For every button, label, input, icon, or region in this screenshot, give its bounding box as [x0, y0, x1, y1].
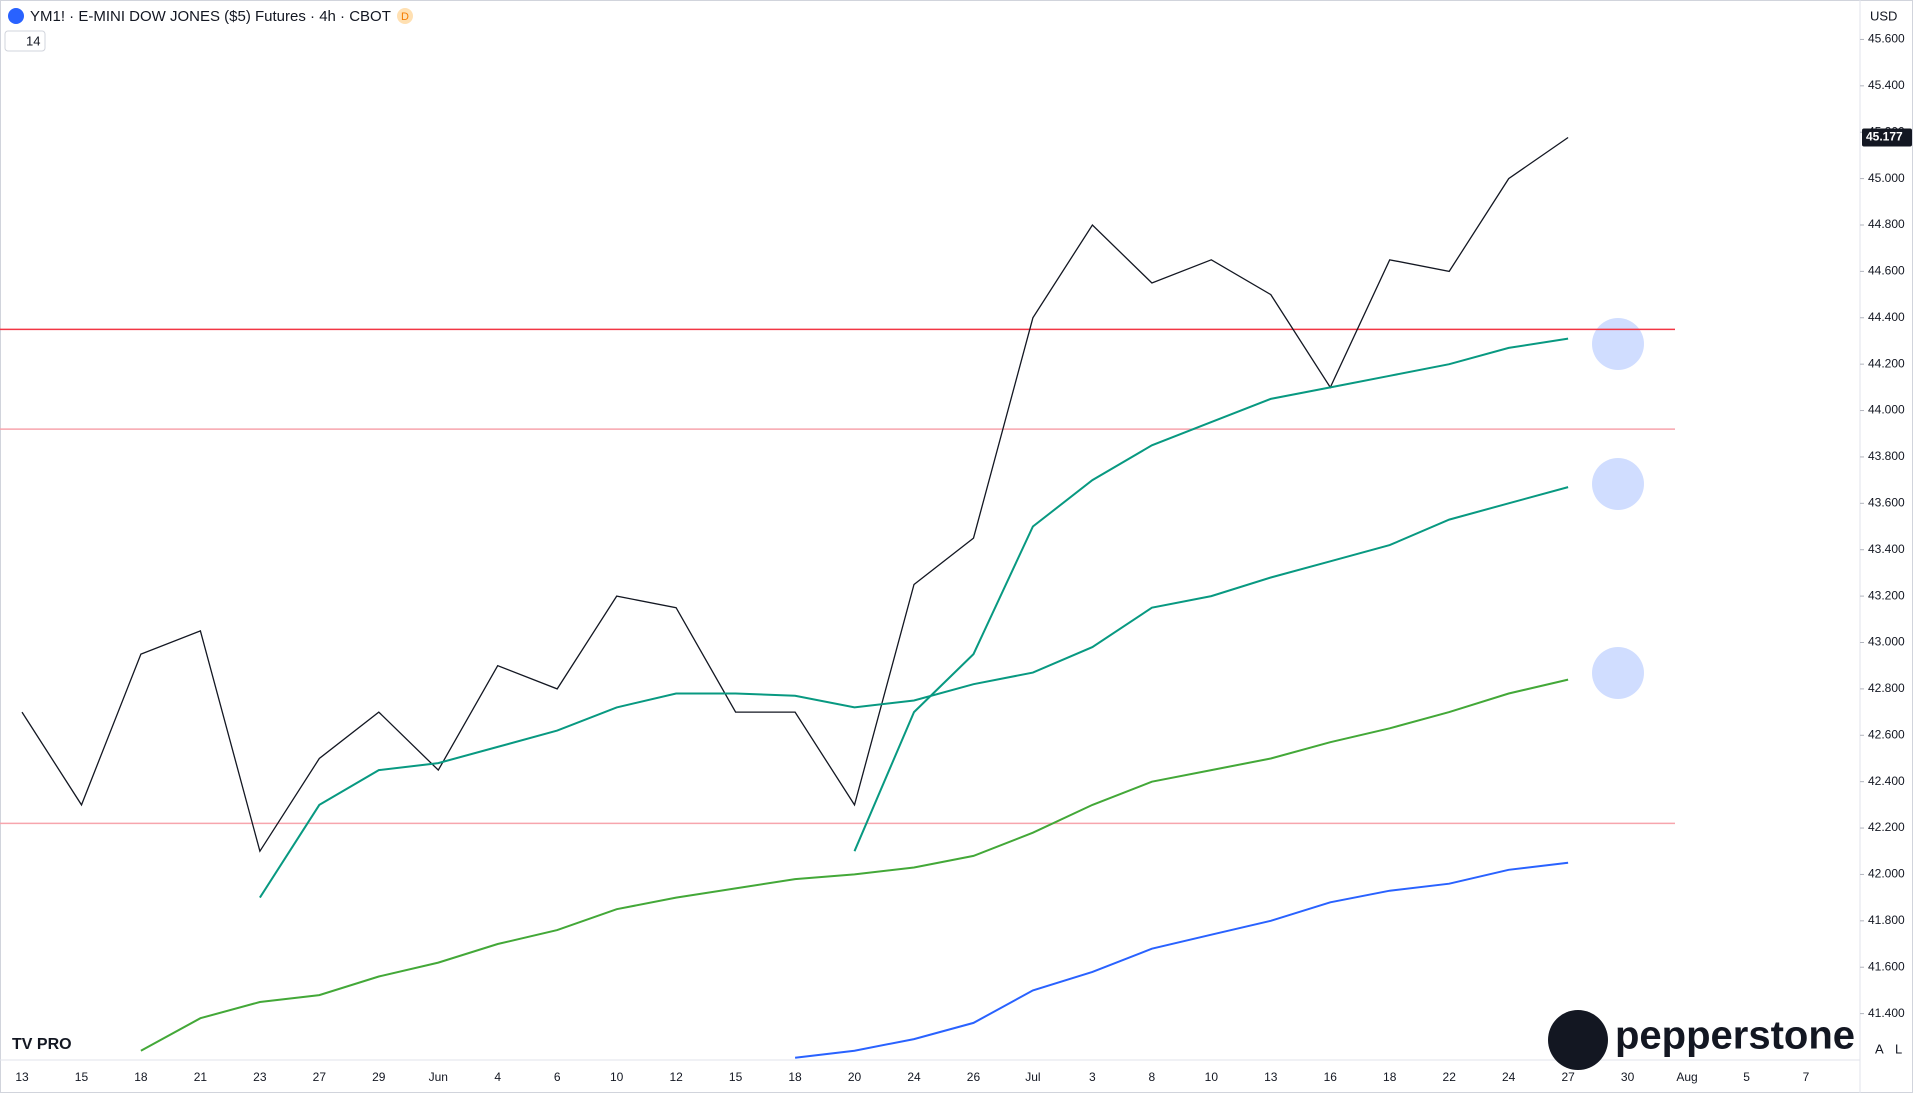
x-tick-label: 7	[1803, 1070, 1810, 1084]
x-tick-label: 18	[134, 1070, 148, 1084]
x-tick-label: 21	[194, 1070, 208, 1084]
y-tick-label: 42.400	[1868, 774, 1905, 788]
x-tick-label: Aug	[1676, 1070, 1697, 1084]
x-tick-label: Jul	[1025, 1070, 1040, 1084]
last-price-label: 45.177	[1866, 130, 1903, 144]
x-tick-label: 29	[372, 1070, 386, 1084]
x-tick-label: 5	[1743, 1070, 1750, 1084]
x-tick-label: 30	[1621, 1070, 1635, 1084]
x-tick-label: 20	[848, 1070, 862, 1084]
x-tick-label: 8	[1149, 1070, 1156, 1084]
series-line	[21, 136, 1569, 853]
highlight-circle	[1592, 458, 1644, 510]
x-tick-label: 13	[15, 1070, 29, 1084]
brand-logo	[1548, 1010, 1608, 1070]
series-line	[140, 678, 1569, 1052]
y-tick-label: 41.600	[1868, 959, 1905, 973]
x-tick-label: 10	[610, 1070, 624, 1084]
x-tick-label: 13	[1264, 1070, 1278, 1084]
chart-title: YM1! · E-MINI DOW JONES ($5) Futures · 4…	[30, 8, 391, 25]
highlight-circle	[1592, 318, 1644, 370]
x-tick-label: 24	[1502, 1070, 1516, 1084]
series-line	[794, 861, 1569, 1059]
x-tick-label: 27	[313, 1070, 327, 1084]
y-tick-label: 45.000	[1868, 171, 1905, 185]
y-tick-label: 42.600	[1868, 727, 1905, 741]
interval[interactable]: 14	[26, 33, 40, 48]
currency[interactable]: USD	[1870, 8, 1897, 23]
y-tick-label: 41.400	[1868, 1006, 1905, 1020]
y-tick-label: 44.200	[1868, 356, 1905, 370]
x-tick-label: 10	[1205, 1070, 1219, 1084]
x-tick-label: 24	[907, 1070, 921, 1084]
y-tick-label: 44.800	[1868, 217, 1905, 231]
y-tick-label: 43.200	[1868, 588, 1905, 602]
x-tick-label: 15	[75, 1070, 89, 1084]
badge-bg	[397, 8, 413, 24]
series-line	[259, 486, 1569, 899]
y-tick-label: 43.000	[1868, 635, 1905, 649]
brand: pepperstone	[1615, 1014, 1855, 1058]
x-tick-label: 27	[1561, 1070, 1575, 1084]
x-tick-label: 3	[1089, 1070, 1096, 1084]
x-tick-label: 16	[1324, 1070, 1338, 1084]
y-tick-label: 45.400	[1868, 78, 1905, 92]
x-tick-label: 22	[1443, 1070, 1457, 1084]
tv-logo: TV PRO	[12, 1036, 72, 1053]
y-tick-label: 44.400	[1868, 310, 1905, 324]
y-tick-label: 45.600	[1868, 32, 1905, 46]
log-button[interactable]: L	[1895, 1041, 1902, 1056]
x-tick-label: 18	[1383, 1070, 1397, 1084]
x-tick-label: Jun	[429, 1070, 448, 1084]
symbol-icon	[8, 8, 24, 24]
y-tick-label: 43.800	[1868, 449, 1905, 463]
y-tick-label: 43.600	[1868, 495, 1905, 509]
x-tick-label: 12	[669, 1070, 683, 1084]
x-tick-label: 4	[494, 1070, 501, 1084]
badge[interactable]: D	[401, 11, 409, 23]
highlight-circle	[1592, 647, 1644, 699]
y-tick-label: 41.800	[1868, 913, 1905, 927]
y-tick-label: 42.200	[1868, 820, 1905, 834]
series-line	[853, 337, 1569, 852]
x-tick-label: 6	[554, 1070, 561, 1084]
y-tick-label: 44.000	[1868, 403, 1905, 417]
y-tick-label: 42.800	[1868, 681, 1905, 695]
last-price-tag	[1862, 128, 1912, 147]
x-tick-label: 23	[253, 1070, 267, 1084]
y-tick-label: 44.600	[1868, 264, 1905, 278]
x-tick-label: 18	[788, 1070, 802, 1084]
auto-button[interactable]: A	[1875, 1041, 1884, 1056]
x-tick-label: 26	[967, 1070, 981, 1084]
x-tick-label: 15	[729, 1070, 743, 1084]
y-tick-label: 42.000	[1868, 867, 1905, 881]
interval-box[interactable]	[4, 30, 46, 52]
y-tick-label: 43.400	[1868, 542, 1905, 556]
